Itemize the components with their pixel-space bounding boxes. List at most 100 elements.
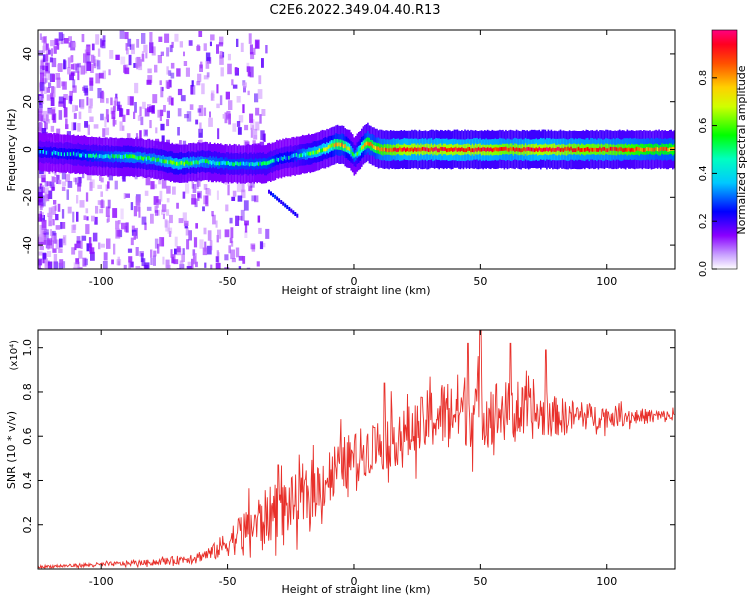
spectrogram-ridge-cell <box>361 146 363 150</box>
spectrogram-ridge-cell <box>144 155 146 160</box>
spectrogram-noise-cell <box>44 122 48 130</box>
spectrogram-noise-cell <box>219 95 223 106</box>
spectrogram-ridge-cell <box>423 146 425 151</box>
spectrogram-noise-cell <box>59 238 63 248</box>
spectrogram-ridge-cell <box>637 146 639 151</box>
spectrogram-noise-cell <box>133 206 137 217</box>
spectrogram-ridge-cell <box>232 162 234 167</box>
spectrogram-ridge-cell <box>521 148 524 152</box>
spectrogram-ridge-cell <box>408 148 410 152</box>
spectrogram-tail-cell <box>282 201 285 206</box>
spectrogram-noise-cell <box>41 227 46 233</box>
spectrogram-noise-cell <box>205 195 209 207</box>
spectrogram-y-tick-label: -20 <box>21 188 34 206</box>
spectrogram-noise-cell <box>62 81 67 90</box>
spectrogram-noise-cell <box>215 256 219 263</box>
spectrogram-noise-cell <box>52 219 55 226</box>
snr-multiplier: (x10⁴) <box>9 340 20 371</box>
spectrogram-noise-cell <box>150 181 155 190</box>
spectrogram-noise-cell <box>259 141 265 148</box>
spectrogram-noise-cell <box>210 264 213 269</box>
spectrogram-noise-cell <box>235 215 240 226</box>
spectrogram-noise-cell <box>89 81 94 91</box>
spectrogram-noise-cell <box>250 243 256 250</box>
spectrogram-ridge-cell <box>264 161 266 166</box>
spectrogram-ridge-cell <box>374 146 377 150</box>
spectrogram-noise-cell <box>100 243 105 248</box>
spectrogram-noise-cell <box>44 71 47 79</box>
spectrogram-noise-cell <box>204 262 207 268</box>
spectrogram-noise-cell <box>42 252 47 260</box>
spectrogram-ridge-cell <box>189 161 192 166</box>
spectrogram-ridge-cell <box>260 162 263 166</box>
spectrogram-ridge-cell <box>182 161 184 165</box>
spectrogram-noise-cell <box>42 240 47 245</box>
spectrogram-noise-cell <box>93 56 96 66</box>
spectrogram-ridge-cell <box>218 161 221 166</box>
spectrogram-ridge-cell <box>402 147 404 152</box>
spectrogram-noise-cell <box>76 211 79 222</box>
spectrogram-ridge-cell <box>86 153 89 157</box>
spectrogram-ridge-cell <box>239 161 242 166</box>
spectrogram-noise-cell <box>260 130 265 141</box>
spectrogram-noise-cell <box>247 71 251 77</box>
spectrogram-ridge-cell <box>605 148 607 152</box>
spectrogram-ridge-cell <box>362 144 365 149</box>
spectrogram-ridge-cell <box>318 148 321 153</box>
spectrogram-noise-cell <box>62 261 66 269</box>
spectrogram-noise-cell <box>174 33 179 42</box>
spectrogram-ridge-cell <box>122 155 125 159</box>
spectrogram-ridge-cell <box>118 154 120 158</box>
spectrogram-noise-cell <box>47 108 53 115</box>
spectrogram-ridge-cell <box>251 162 254 166</box>
spectrogram-noise-cell <box>164 219 168 228</box>
spectrogram-noise-cell <box>50 92 54 99</box>
chart-title: C2E6.2022.349.04.40.R13 <box>269 3 440 18</box>
spectrogram-noise-cell <box>44 187 49 199</box>
spectrogram-noise-cell <box>193 237 198 248</box>
spectrogram-noise-cell <box>70 64 75 70</box>
spectrogram-noise-cell <box>104 116 107 127</box>
spectrogram-ridge-cell <box>590 147 592 152</box>
spectrogram-noise-cell <box>227 184 230 196</box>
spectrogram-ridge-cell <box>42 149 45 154</box>
spectrogram-noise-cell <box>163 105 166 113</box>
spectrogram-noise-cell <box>72 267 78 269</box>
spectrogram-noise-cell <box>242 256 246 264</box>
spectrogram-ridge-cell <box>456 148 459 152</box>
spectrogram-ridge-cell <box>324 147 327 152</box>
spectrogram-ridge-cell <box>162 159 164 164</box>
spectrogram-ridge-cell <box>638 147 641 152</box>
spectrogram-noise-cell <box>140 267 143 269</box>
spectrogram-noise-cell <box>47 261 53 269</box>
spectrogram-noise-cell <box>160 86 164 98</box>
spectrogram-noise-cell <box>44 121 47 132</box>
spectrogram-noise-cell <box>174 248 178 255</box>
spectrogram-noise-cell <box>108 173 113 181</box>
spectrogram-noise-cell <box>75 63 80 73</box>
spectrogram-noise-cell <box>150 249 153 258</box>
snr-line <box>38 330 675 569</box>
spectrogram-noise-cell <box>173 259 179 265</box>
spectrogram-noise-cell <box>41 36 46 43</box>
spectrogram-noise-cell <box>115 93 118 99</box>
spectrogram-noise-cell <box>99 208 104 214</box>
spectrogram-ridge-cell <box>74 152 76 157</box>
spectrogram-noise-cell <box>111 110 116 120</box>
spectrogram-noise-cell <box>53 253 58 265</box>
spectrogram-noise-cell <box>77 62 81 68</box>
spectrogram-noise-cell <box>184 114 189 119</box>
spectrogram-noise-cell <box>198 128 203 138</box>
spectrogram-ridge-cell <box>88 153 90 158</box>
spectrogram-noise-cell <box>53 261 59 269</box>
spectrogram-ridge-cell <box>188 161 190 166</box>
spectrogram-noise-cell <box>246 267 251 269</box>
spectrogram-noise-cell <box>109 50 114 59</box>
spectrogram-noise-cell <box>146 79 152 85</box>
spectrogram-noise-cell <box>250 127 253 138</box>
spectrogram-noise-cell <box>80 99 85 110</box>
spectrogram-ridge-cell <box>409 147 412 152</box>
spectrogram-noise-cell <box>145 175 151 186</box>
spectrogram-ridge-cell <box>518 147 521 152</box>
spectrogram-noise-cell <box>77 266 82 269</box>
